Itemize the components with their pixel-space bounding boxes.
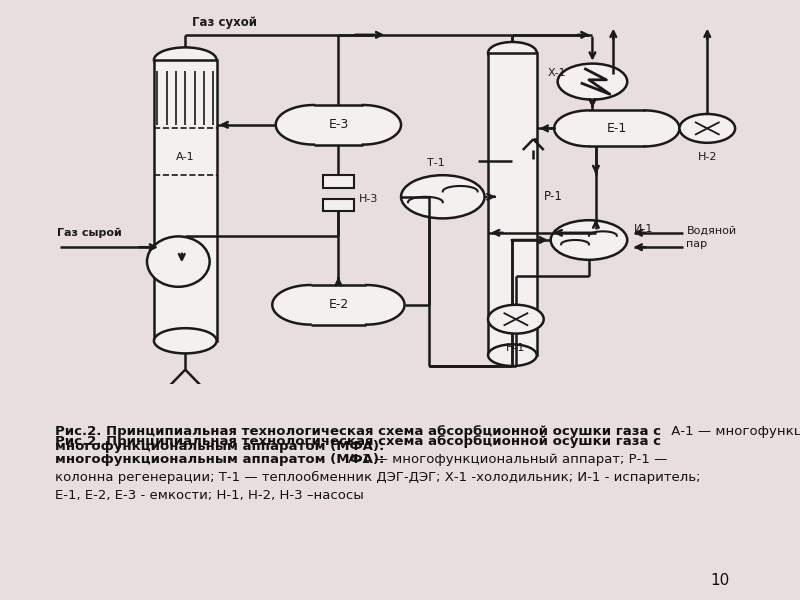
Bar bbox=[323, 199, 354, 211]
Circle shape bbox=[679, 114, 735, 143]
Text: многофункциональным аппаратом (МФА):: многофункциональным аппаратом (МФА): bbox=[55, 453, 384, 466]
Text: Водяной: Водяной bbox=[686, 226, 737, 236]
Ellipse shape bbox=[610, 110, 679, 146]
Text: Н-1: Н-1 bbox=[506, 343, 526, 353]
Bar bbox=[154, 60, 217, 341]
Ellipse shape bbox=[554, 110, 624, 146]
Text: Рис.2. Принципиальная технологическая схема абсорбционной осушки газа с: Рис.2. Принципиальная технологическая сх… bbox=[55, 435, 661, 448]
Text: колонна регенерации; Т-1 — теплообменник ДЭГ-ДЭГ; Х-1 -холодильник; И-1 - испари: колонна регенерации; Т-1 — теплообменник… bbox=[55, 471, 701, 484]
Ellipse shape bbox=[272, 285, 349, 325]
Text: Е-1: Е-1 bbox=[606, 122, 627, 135]
Ellipse shape bbox=[276, 105, 352, 145]
Text: Е-2: Е-2 bbox=[328, 298, 349, 311]
Bar bbox=[323, 175, 354, 188]
Circle shape bbox=[488, 305, 544, 334]
Text: Н-3: Н-3 bbox=[359, 194, 378, 205]
Ellipse shape bbox=[147, 236, 210, 287]
Text: Т-1: Т-1 bbox=[427, 158, 445, 168]
Text: Е-3: Е-3 bbox=[328, 118, 349, 131]
Bar bbox=[488, 53, 537, 355]
Text: 10: 10 bbox=[710, 573, 730, 588]
Text: А-1: А-1 bbox=[176, 152, 194, 162]
Ellipse shape bbox=[488, 344, 537, 366]
Text: И-1: И-1 bbox=[634, 224, 654, 234]
Text: Газ сухой: Газ сухой bbox=[192, 16, 258, 29]
Ellipse shape bbox=[325, 105, 401, 145]
Text: Н-2: Н-2 bbox=[698, 152, 717, 162]
Bar bbox=[310, 285, 366, 325]
Ellipse shape bbox=[328, 285, 405, 325]
Ellipse shape bbox=[154, 47, 217, 73]
Text: А-1 — многофункциональный аппарат; Р-1 —: А-1 — многофункциональный аппарат; Р-1 — bbox=[348, 453, 667, 466]
Circle shape bbox=[550, 220, 627, 260]
Text: Р-1: Р-1 bbox=[544, 190, 562, 203]
Ellipse shape bbox=[488, 42, 537, 64]
Text: Е-1, Е-2, Е-3 - емкости; Н-1, Н-2, Н-3 –насосы: Е-1, Е-2, Е-3 - емкости; Н-1, Н-2, Н-3 –… bbox=[55, 489, 364, 502]
Circle shape bbox=[558, 64, 627, 100]
Bar bbox=[314, 105, 362, 145]
Text: пар: пар bbox=[686, 239, 707, 248]
Bar bbox=[589, 110, 645, 146]
Text: А-1 — многофункциональный аппарат; Р-1 —: А-1 — многофункциональный аппарат; Р-1 — bbox=[55, 425, 800, 438]
Text: Рис.2. Принципиальная технологическая схема абсорбционной осушки газа с
многофун: Рис.2. Принципиальная технологическая сх… bbox=[55, 425, 661, 453]
Ellipse shape bbox=[154, 328, 217, 353]
Circle shape bbox=[401, 175, 485, 218]
Text: Х-1: Х-1 bbox=[547, 68, 566, 77]
Text: Газ сырой: Газ сырой bbox=[57, 228, 122, 238]
